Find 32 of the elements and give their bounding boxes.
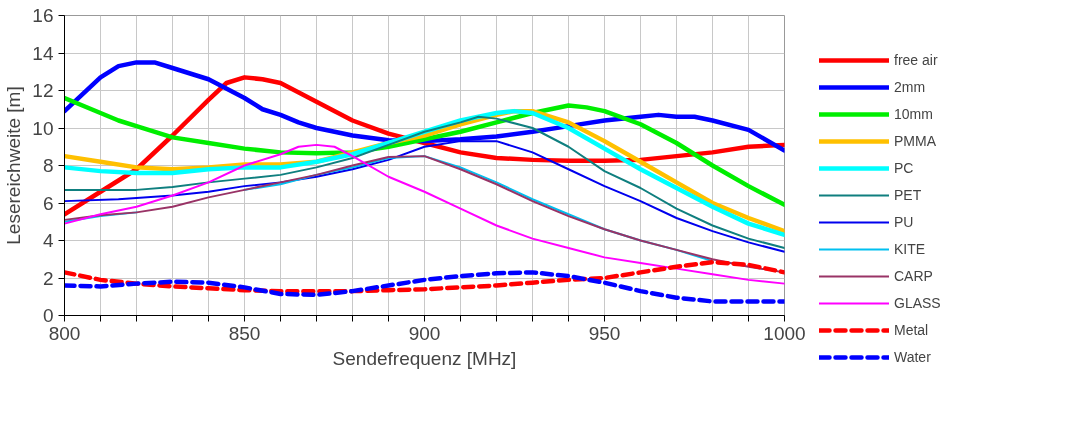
- legend-label: PET: [894, 186, 922, 205]
- y-tick-label: 2: [42, 267, 54, 289]
- x-axis-title: Sendefrequenz [MHz]: [332, 347, 517, 369]
- legend-label: CARP: [894, 267, 933, 286]
- line-series: [64, 259, 785, 294]
- x-tick-label: 900: [408, 322, 441, 344]
- y-axis-title: Lesereichweite [m]: [3, 86, 25, 245]
- line-series: [64, 270, 785, 304]
- y-tick-label: 12: [32, 80, 54, 101]
- legend-label: 2mm: [894, 78, 926, 97]
- legend-label: PMMA: [894, 132, 936, 151]
- legend-label: 10mm: [894, 105, 933, 124]
- legend-label: PC: [894, 159, 914, 178]
- y-tick-label: 6: [42, 192, 54, 214]
- line-series: [64, 60, 785, 153]
- legend-label: Water: [894, 348, 931, 367]
- y-tick-label: 10: [32, 117, 54, 139]
- x-tick-label: 850: [228, 322, 261, 344]
- legend-label: free air: [894, 51, 938, 70]
- x-tick-label: 1000: [763, 322, 806, 344]
- line-series: [64, 95, 785, 208]
- line-series: [64, 140, 785, 253]
- legend-label: GLASS: [894, 294, 941, 313]
- legend-label: Metal: [894, 321, 929, 340]
- line-series: [64, 143, 785, 285]
- x-tick-label: 950: [588, 322, 621, 344]
- y-tick-label: 8: [42, 155, 54, 176]
- y-tick-label: 14: [32, 42, 54, 64]
- y-tick-label: 16: [32, 5, 54, 26]
- y-tick-label: 4: [42, 230, 54, 251]
- legend-label: KITE: [894, 240, 926, 259]
- legend-label: PU: [894, 213, 914, 232]
